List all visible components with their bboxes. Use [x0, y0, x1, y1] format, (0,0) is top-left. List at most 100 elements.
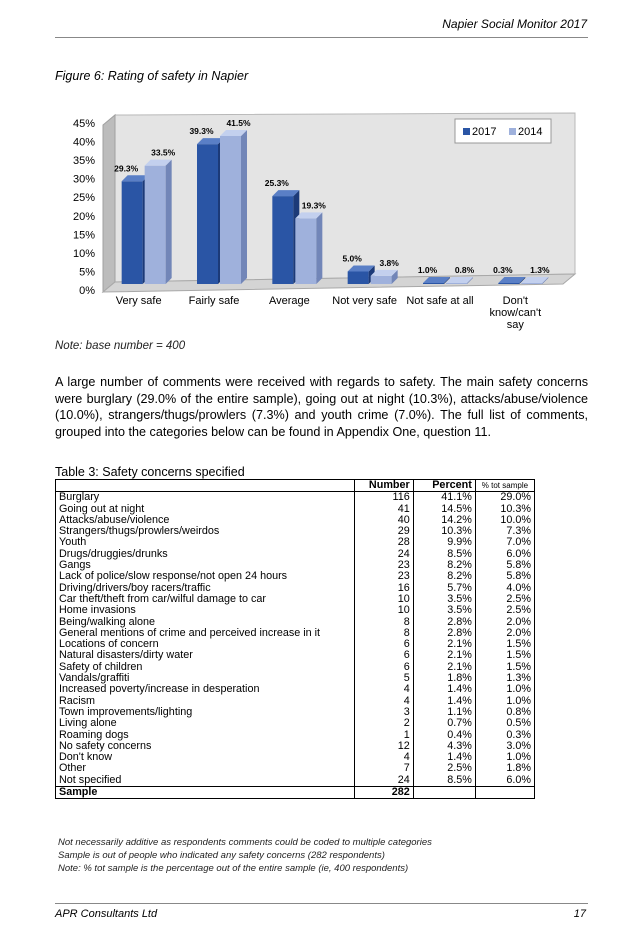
- table-row: Youth 28 9.9% 7.0%: [55, 537, 536, 549]
- table-row: Other 7 2.5% 1.8%: [55, 763, 536, 775]
- data-label: 1.0%: [418, 265, 438, 275]
- row-number: 4: [353, 684, 414, 696]
- row-tot-sample: 7.0%: [474, 537, 536, 549]
- table-row: Going out at night 41 14.5% 10.3%: [55, 503, 536, 515]
- data-label: 39.3%: [189, 126, 214, 136]
- legend-label: 2017: [472, 126, 496, 138]
- row-percent: 0.7%: [412, 717, 476, 730]
- bar-2017: [423, 283, 444, 284]
- x-tick-label: know/can't: [490, 307, 542, 319]
- bar-top: [347, 265, 375, 272]
- table-row: Lack of police/slow response/not open 24…: [55, 571, 536, 583]
- footer-divider: [55, 903, 588, 904]
- bar-top: [295, 212, 323, 219]
- bar-2017: [197, 144, 218, 284]
- table-row: Gangs 23 8.2% 5.8%: [55, 559, 536, 572]
- page-number: 17: [573, 908, 586, 920]
- table-row: Don't know 4 1.4% 1.0%: [55, 751, 536, 764]
- legend-swatch-2017: [463, 128, 470, 135]
- bar-2017: [347, 271, 369, 284]
- table-row: Driving/drivers/boy racers/traffic 16 5.7%…: [55, 582, 536, 594]
- row-tot-sample: 0.8%: [474, 706, 536, 719]
- header-cell-category: [55, 478, 355, 493]
- header-cell-tot-sample: % tot sample: [474, 478, 536, 493]
- table-row: Locations of concern 6 2.1% 1.5%: [55, 638, 536, 651]
- data-label: 29.3%: [114, 163, 139, 173]
- bar-side: [316, 212, 323, 284]
- bar-side: [165, 159, 172, 284]
- row-tot-sample: 6.0%: [474, 548, 536, 561]
- row-percent: 8.2%: [412, 571, 476, 583]
- row-tot-sample: 29.0%: [474, 492, 536, 504]
- header-cell-number: Number: [353, 478, 414, 493]
- body-paragraph: A large number of comments were received…: [55, 375, 588, 439]
- row-category: Increased poverty/increase in desperatio…: [55, 684, 355, 696]
- bar-side: [444, 277, 450, 284]
- y-tick-label: 45%: [73, 118, 95, 130]
- row-tot-sample: 6.0%: [474, 774, 536, 787]
- y-tick-label: 15%: [73, 229, 95, 241]
- row-tot-sample: 1.8%: [474, 763, 536, 775]
- table-row: Not specified 24 8.5% 6.0%: [55, 774, 536, 787]
- row-tot-sample: 10.3%: [474, 503, 536, 515]
- table-row: Living alone 2 0.7% 0.5%: [55, 717, 536, 730]
- row-tot-sample: 1.5%: [474, 661, 536, 674]
- y-tick-label: 5%: [79, 266, 95, 278]
- page-header-title: Napier Social Monitor 2017: [442, 17, 587, 31]
- row-category: Not specified: [55, 774, 355, 787]
- chart-side-wall: [102, 113, 116, 294]
- table-row: Natural disasters/dirty water 6 2.1% 1.5%: [55, 650, 536, 662]
- table-row: Town improvements/lighting 3 1.1% 0.8%: [55, 706, 536, 719]
- figure-caption: Figure 6: Rating of safety in Napier: [55, 69, 249, 83]
- bar-2014: [521, 283, 543, 284]
- bar-side: [391, 269, 398, 284]
- footer-company: APR Consultants Ltd: [55, 908, 158, 920]
- bar-top: [272, 190, 300, 197]
- bar-side: [519, 277, 526, 284]
- y-tick-label: 0%: [79, 285, 95, 297]
- row-percent: 1.4%: [412, 684, 476, 696]
- row-tot-sample: 7.3%: [474, 525, 536, 538]
- data-label: 41.5%: [226, 118, 251, 128]
- row-tot-sample: 3.0%: [474, 740, 536, 753]
- table-sample-row: Sample 282: [55, 786, 536, 800]
- row-percent: 3.5%: [412, 604, 476, 617]
- table-row: Safety of children 6 2.1% 1.5%: [55, 661, 536, 674]
- y-tick-label: 30%: [73, 174, 95, 186]
- row-category: Don't know: [55, 751, 355, 764]
- row-percent: 8.5%: [412, 774, 476, 787]
- row-category: Drugs/druggies/drunks: [55, 548, 355, 561]
- table-footnote: Note: % tot sample is the percentage out…: [58, 863, 409, 874]
- bar-top: [144, 159, 172, 166]
- bar-2014: [446, 283, 467, 284]
- table-footnote: Sample is out of people who indicated an…: [58, 850, 385, 861]
- x-tick-label: say: [507, 319, 525, 331]
- row-number: 23: [353, 571, 414, 583]
- row-number: 24: [353, 774, 414, 787]
- bar-top: [423, 277, 450, 283]
- row-number: 2: [353, 717, 414, 730]
- row-category: Strangers/thugs/prowlers/weirdos: [55, 525, 355, 538]
- x-tick-label: Average: [269, 295, 310, 307]
- y-tick-label: 10%: [73, 248, 95, 260]
- row-tot-sample: 2.5%: [474, 604, 536, 617]
- table-title: Table 3: Safety concerns specified: [55, 465, 245, 479]
- table-row: Car theft/theft from car/wilful damage t…: [55, 593, 536, 606]
- y-tick-label: 20%: [73, 211, 95, 223]
- table-row: General mentions of crime and perceived …: [55, 627, 536, 640]
- y-tick-label: 35%: [73, 155, 95, 167]
- row-tot-sample: 1.0%: [474, 684, 536, 696]
- header-cell-percent: Percent: [412, 478, 476, 493]
- table-row: Strangers/thugs/prowlers/weirdos 29 10.3% 7…: [55, 525, 536, 538]
- table-row: No safety concerns 12 4.3% 3.0%: [55, 740, 536, 753]
- bar-top: [498, 277, 526, 283]
- table-row: Roaming dogs 1 0.4% 0.3%: [55, 729, 536, 741]
- x-tick-label: Not safe at all: [406, 295, 473, 307]
- sample-number: 282: [353, 786, 414, 800]
- x-tick-label: Not very safe: [332, 295, 397, 307]
- data-label: 5.0%: [342, 253, 362, 263]
- row-tot-sample: 1.5%: [474, 650, 536, 662]
- row-tot-sample: 1.0%: [474, 695, 536, 707]
- table-row: Drugs/druggies/drunks 24 8.5% 6.0%: [55, 548, 536, 561]
- row-category: Burglary: [55, 492, 355, 504]
